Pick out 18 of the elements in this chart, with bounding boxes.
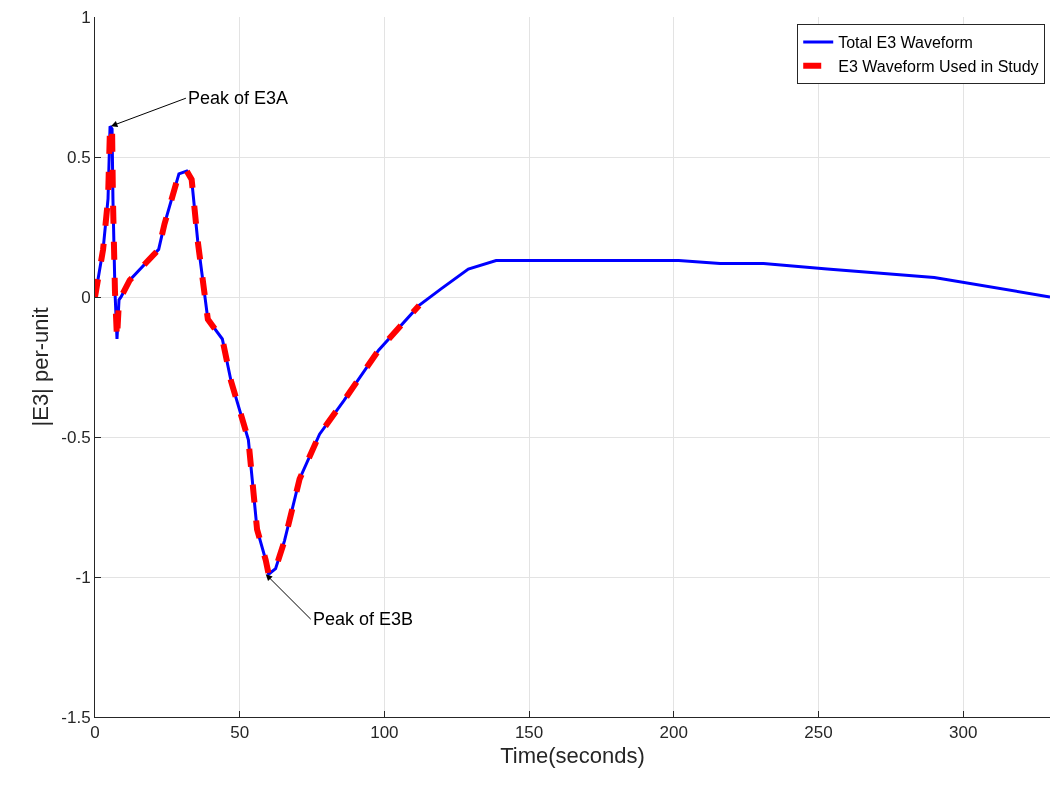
y-tick-label: -1 xyxy=(75,567,91,587)
x-tick-label: 250 xyxy=(804,723,833,743)
y-tick-label: 1 xyxy=(81,7,91,27)
x-tick-label: 300 xyxy=(948,723,978,743)
y-tick-label: -0.5 xyxy=(61,427,91,447)
x-tick-label: 150 xyxy=(514,723,544,743)
x-tick-label: 100 xyxy=(370,723,399,743)
x-tick-label: 50 xyxy=(230,723,250,743)
y-tick-label: -1.5 xyxy=(61,707,91,727)
annotation: Peak of E3A xyxy=(188,88,289,108)
x-axis-title: Time(seconds) xyxy=(500,743,645,769)
y-tick-label: 0 xyxy=(81,287,91,307)
legend-label: Total E3 Waveform xyxy=(838,34,973,52)
legend-label: E3 Waveform Used in Study xyxy=(838,57,1039,75)
annotation: Peak of E3B xyxy=(313,609,414,629)
y-tick-label: 0.5 xyxy=(66,147,91,167)
x-tick-label: 200 xyxy=(659,723,688,743)
y-axis-title: |E3| per-unit xyxy=(28,307,54,427)
